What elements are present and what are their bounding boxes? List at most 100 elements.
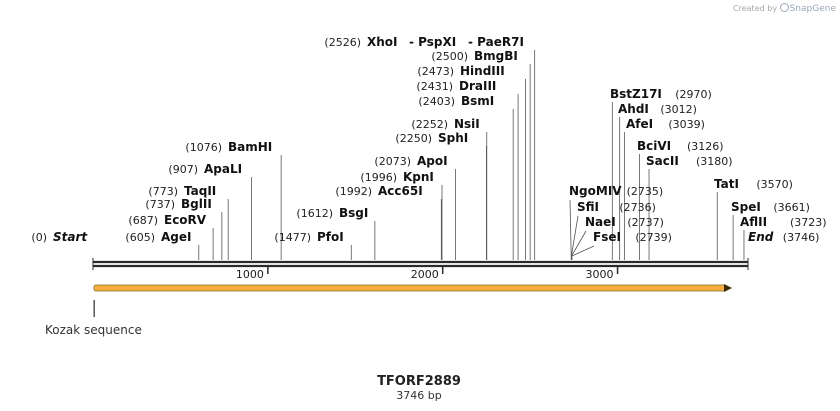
site-acc65i-name: Acc65I [378, 184, 423, 198]
site-bamhi[interactable]: (1076) BamHI [185, 140, 272, 154]
site-bmgbi-name: BmgBI [474, 49, 518, 63]
credit-prefix: Created by [733, 4, 778, 13]
site-ahdi-position: (3012) [660, 103, 697, 116]
site-ahdi-name: AhdI [618, 102, 649, 116]
site-sacii-name: SacII [646, 154, 679, 168]
site-end-name: End [748, 230, 774, 244]
site-bglii-name: BglII [181, 197, 212, 211]
site-bglii[interactable]: (737) BglII [145, 197, 211, 211]
tick-label-2000: 2000 [411, 268, 439, 281]
site-hindiii[interactable]: (2473) HindIII [417, 64, 504, 78]
site-bstz17i[interactable]: BstZ17I (2970) [610, 87, 712, 101]
site-bcivi[interactable]: BciVI (3126) [637, 139, 724, 153]
site-pspxi[interactable]: - PspXI [409, 35, 456, 49]
site-pfoi[interactable]: (1477) PfoI [274, 230, 343, 244]
leader-ngomiv [569, 199, 572, 260]
snapgene-credit: Created by SnapGene [733, 3, 836, 14]
site-spei-name: SpeI [731, 200, 761, 214]
site-end-position: (3746) [783, 231, 820, 244]
site-hindiii-position: (2473) [417, 65, 454, 78]
site-draiii[interactable]: (2431) DraIII [416, 79, 496, 93]
site-agei-position: (605) [125, 231, 155, 244]
site-bsmi-position: (2403) [418, 95, 455, 108]
site-acc65i[interactable]: (1992) Acc65I [335, 184, 422, 198]
site-afei-name: AfeI [626, 117, 653, 131]
site-pspxi-name: - PspXI [409, 35, 456, 49]
site-bmgbi-position: (2500) [431, 50, 468, 63]
site-aflii[interactable]: AflII (3723) [740, 215, 827, 229]
site-tati[interactable]: TatI (3570) [714, 177, 793, 191]
site-afei-position: (3039) [668, 118, 705, 131]
site-apali-position: (907) [168, 163, 198, 176]
site-start[interactable]: (0) Start [31, 230, 88, 244]
site-naei[interactable]: NaeI (2737) [585, 215, 664, 229]
site-end[interactable]: End (3746) [748, 230, 819, 244]
site-taqii[interactable]: (773) TaqII [148, 184, 216, 198]
site-ecorv[interactable]: (687) EcoRV [128, 213, 206, 227]
kozak-label[interactable]: Kozak sequence [45, 323, 142, 337]
site-taqii-position: (773) [148, 185, 178, 198]
site-sphi[interactable]: (2250) SphI [395, 131, 468, 145]
site-bsgi-name: BsgI [339, 206, 368, 220]
tick-label-3000: 3000 [586, 268, 614, 281]
site-sfii-name: SfiI [577, 200, 599, 214]
site-start-position: (0) [31, 231, 47, 244]
site-ngomiv-name: NgoMIV [569, 184, 622, 198]
site-kpni[interactable]: (1996) KpnI [360, 170, 433, 184]
site-bsmi-name: BsmI [461, 94, 494, 108]
site-ecorv-name: EcoRV [164, 213, 207, 227]
site-afei[interactable]: AfeI (3039) [626, 117, 705, 131]
site-xhoi-name: XhoI [367, 35, 398, 49]
site-xhoi-position: (2526) [324, 36, 361, 49]
site-spei-position: (3661) [773, 201, 810, 214]
site-bcivi-name: BciVI [637, 139, 671, 153]
site-leaders [198, 50, 745, 260]
site-ahdi[interactable]: AhdI (3012) [618, 102, 697, 116]
site-tati-name: TatI [714, 177, 739, 191]
site-spei[interactable]: SpeI (3661) [731, 200, 810, 214]
site-aflii-name: AflII [740, 215, 767, 229]
site-labels: (0) Start (605) AgeI (687) EcoRV (737) BglII(77… [31, 35, 826, 244]
site-naei-position: (2737) [627, 216, 664, 229]
site-sfii-position: (2736) [619, 201, 656, 214]
site-pfoi-position: (1477) [274, 231, 311, 244]
site-nsii-name: NsiI [454, 117, 480, 131]
site-nsii-position: (2252) [411, 118, 448, 131]
kozak-feature-bar[interactable] [93, 284, 727, 292]
site-fsei-position: (2739) [635, 231, 672, 244]
site-acc65i-position: (1992) [335, 185, 372, 198]
site-naei-name: NaeI [585, 215, 616, 229]
site-sphi-position: (2250) [395, 132, 432, 145]
site-taqii-name: TaqII [184, 184, 216, 198]
site-bmgbi[interactable]: (2500) BmgBI [431, 49, 517, 63]
site-bamhi-name: BamHI [228, 140, 272, 154]
snapgene-logo-icon [779, 3, 789, 12]
plasmid-name: TFORF2889 [377, 374, 461, 389]
site-xhoi[interactable]: (2526) XhoI [324, 35, 397, 49]
site-sfii[interactable]: SfiI (2736) [577, 200, 656, 214]
site-bamhi-position: (1076) [185, 141, 222, 154]
site-fsei[interactable]: FseI (2739) [593, 230, 672, 244]
feature-track[interactable]: Kozak sequence [45, 284, 732, 337]
site-bsmi[interactable]: (2403) BsmI [418, 94, 494, 108]
site-apali-name: ApaLI [204, 162, 242, 176]
site-nsii[interactable]: (2252) NsiI [411, 117, 479, 131]
site-ngomiv[interactable]: NgoMIV (2735) [569, 184, 663, 198]
kozak-feature-arrow [724, 284, 732, 292]
site-kpni-name: KpnI [403, 170, 434, 184]
site-sacii[interactable]: SacII (3180) [646, 154, 733, 168]
site-sacii-position: (3180) [696, 155, 733, 168]
site-agei[interactable]: (605) AgeI [125, 230, 191, 244]
site-ecorv-position: (687) [128, 214, 158, 227]
site-ngomiv-position: (2735) [627, 185, 664, 198]
plasmid-length: 3746 bp [396, 389, 441, 402]
site-paer7i[interactable]: - PaeR7I [468, 35, 524, 49]
axis-ticks: 1000 2000 3000 [236, 266, 619, 281]
site-bstz17i-position: (2970) [675, 88, 712, 101]
site-fsei-name: FseI [593, 230, 621, 244]
site-draiii-position: (2431) [416, 80, 453, 93]
site-bsgi[interactable]: (1612) BsgI [296, 206, 368, 220]
site-apoi[interactable]: (2073) ApoI [374, 154, 447, 168]
site-apali[interactable]: (907) ApaLI [168, 162, 242, 176]
